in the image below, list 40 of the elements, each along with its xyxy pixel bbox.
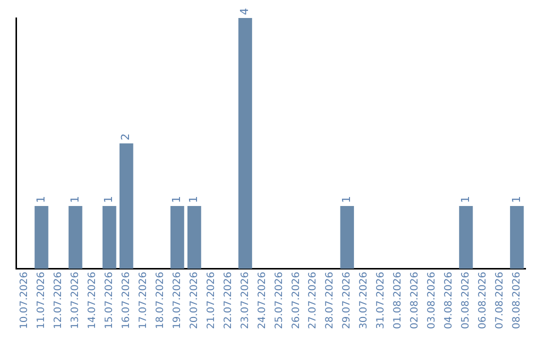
x-tick-label: 27.07.2026 [308, 272, 319, 330]
x-tick-label: 25.07.2026 [274, 272, 285, 330]
x-tick-label: 02.08.2026 [410, 272, 421, 330]
x-tick-label: 24.07.2026 [256, 272, 268, 330]
data-label: 1 [458, 196, 472, 204]
data-label: 1 [68, 196, 82, 204]
data-label: 4 [238, 8, 252, 15]
x-tick-label: 31.07.2026 [376, 272, 387, 330]
data-label: 1 [34, 196, 48, 204]
data-label: 2 [119, 133, 132, 140]
x-tick-label: 29.07.2026 [342, 272, 353, 330]
x-tick-label: 06.08.2026 [478, 272, 489, 330]
x-tick-label: 13.07.2026 [70, 272, 82, 330]
x-tick-label: 15.07.2026 [104, 272, 115, 330]
data-label: 1 [510, 196, 523, 204]
x-tick-label: 01.08.2026 [392, 272, 404, 330]
data-label: 1 [187, 196, 200, 204]
x-tick-label: 30.07.2026 [358, 272, 370, 330]
x-tick-label: 22.07.2026 [222, 272, 234, 330]
data-label: 1 [170, 196, 184, 204]
x-tick-label: 19.07.2026 [172, 272, 183, 330]
x-tick-label: 04.08.2026 [444, 272, 455, 330]
data-label: 1 [340, 196, 353, 204]
data-label: 1 [102, 196, 116, 204]
x-tick-label: 12.07.2026 [53, 272, 64, 330]
x-tick-label: 10.07.2026 [19, 272, 30, 330]
x-tick-label: 07.08.2026 [494, 272, 506, 330]
x-tick-label: 26.07.2026 [290, 272, 302, 330]
x-tick-label: 21.07.2026 [206, 272, 217, 330]
x-tick-label: 17.07.2026 [138, 272, 149, 330]
x-tick-label: 28.07.2026 [324, 272, 336, 330]
x-tick-label: 03.08.2026 [426, 272, 438, 330]
x-tick-label: 11.07.2026 [36, 272, 48, 330]
x-tick-label: 14.07.2026 [87, 272, 98, 330]
x-tick-label: 08.08.2026 [511, 272, 522, 330]
x-tick-label: 16.07.2026 [120, 272, 132, 330]
x-tick-label: 18.07.2026 [154, 272, 166, 330]
x-tick-label: 20.07.2026 [188, 272, 200, 330]
x-tick-label: 23.07.2026 [240, 272, 251, 330]
x-tick-label: 05.08.2026 [460, 272, 472, 330]
